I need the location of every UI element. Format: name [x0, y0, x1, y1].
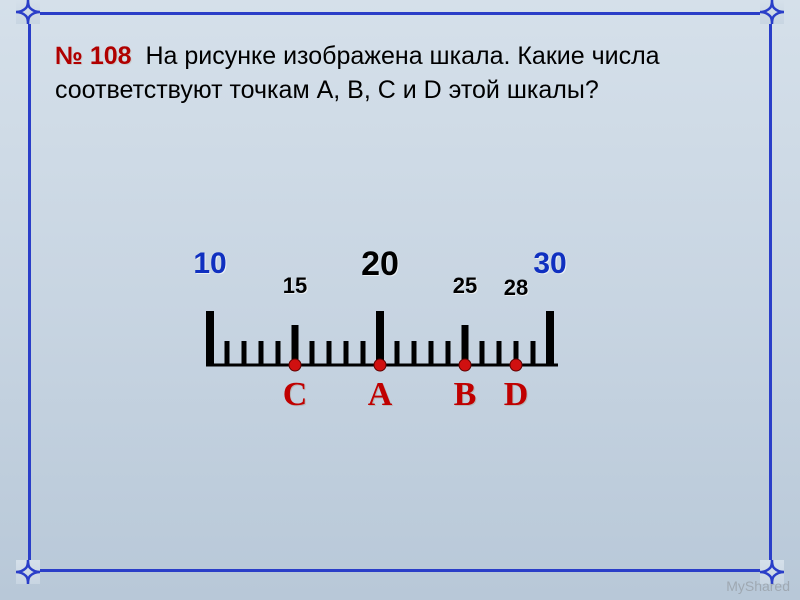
watermark: MyShared: [726, 578, 790, 594]
corner-top-right: [760, 0, 784, 24]
scale-end-label-1: 30: [533, 247, 566, 281]
point-label-C: C: [283, 376, 308, 414]
number-scale: 10 30 20 15 25 28 C A BD: [190, 235, 590, 455]
point-label-D: D: [504, 376, 529, 414]
problem-body: На рисунке изображена шкала. Какие числа…: [55, 42, 660, 104]
problem-text: № 108 На рисунке изображена шкала. Какие…: [55, 40, 745, 108]
scale-answer-label-1: 25: [453, 273, 477, 299]
scale-end-label-0: 10: [193, 247, 226, 281]
problem-number: № 108: [55, 42, 132, 70]
content-area: № 108 На рисунке изображена шкала. Какие…: [55, 40, 745, 108]
point-label-B: B: [454, 376, 477, 414]
corner-bottom-left: [16, 560, 40, 584]
point-label-A: A: [368, 376, 393, 414]
scale-answer-label-0: 15: [283, 273, 307, 299]
scale-answer-label-2: 28: [504, 275, 528, 301]
corner-top-left: [16, 0, 40, 24]
scale-mid-label: 20: [361, 245, 399, 284]
